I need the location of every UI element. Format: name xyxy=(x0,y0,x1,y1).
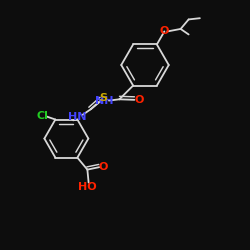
Text: NH: NH xyxy=(95,96,114,106)
Text: Cl: Cl xyxy=(37,111,49,121)
Text: HN: HN xyxy=(68,112,87,122)
Text: O: O xyxy=(134,95,143,105)
Text: HO: HO xyxy=(78,182,97,192)
Text: S: S xyxy=(99,92,107,102)
Text: O: O xyxy=(99,162,108,172)
Text: O: O xyxy=(160,26,169,36)
